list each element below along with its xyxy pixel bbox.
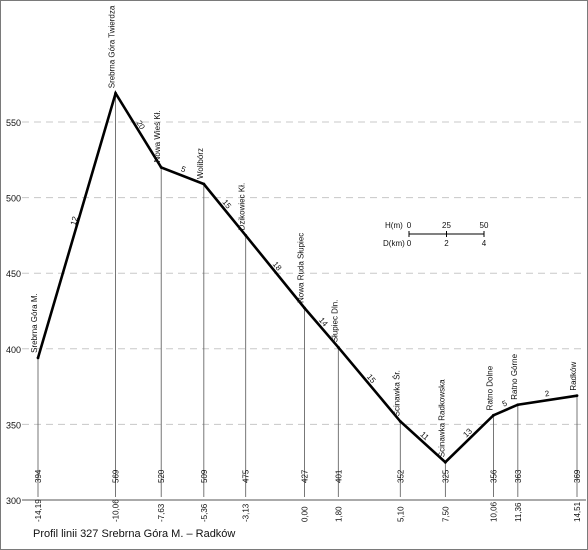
height-label-7: 352 [396, 469, 405, 483]
gradient-label-4: 18 [271, 260, 284, 273]
gradient-label-2: 5 [180, 164, 188, 174]
station-name-labels: Srebrna Góra M. Srebrna Góra Twierdza Nowa… [30, 5, 578, 457]
grid-lines [22, 121, 586, 501]
profile-point-11 [575, 394, 579, 398]
gradient-label-10: 2 [544, 389, 550, 399]
height-label-6: 401 [334, 469, 343, 483]
km-label-10: 11,36 [514, 502, 523, 522]
station-name-2: Nowa Wieś Kł. [153, 110, 162, 162]
station-name-9: Ratno Dolne [485, 365, 494, 410]
km-label-5: 0,00 [300, 506, 309, 522]
height-label-4: 475 [242, 469, 251, 483]
profile-point-1 [114, 91, 117, 95]
height-label-0: 394 [34, 469, 43, 483]
station-name-0: Srebrna Góra M. [30, 293, 39, 353]
scale-d-tick-2: 4 [482, 239, 487, 248]
station-name-3: Wolibórz [196, 148, 205, 179]
profile-point-7 [398, 419, 402, 423]
station-name-6: Słupiec Dln. [330, 300, 339, 343]
station-name-7: Ścinawka Śr. [392, 370, 401, 416]
km-label-2: -7,63 [157, 503, 166, 522]
scale-d-tick-1: 2 [444, 239, 449, 248]
scale-h-tick-0: 0 [407, 221, 412, 230]
height-label-9: 356 [489, 469, 498, 483]
profile-point-10 [516, 403, 520, 407]
profile-point-0 [36, 356, 40, 360]
gradient-label-0: 12 [69, 215, 80, 227]
scale-d-tick-0: 0 [407, 239, 412, 248]
y-axis-ticks: 300 350 400 450 500 550 [6, 118, 21, 506]
scale-h-tick-2: 50 [480, 221, 489, 230]
gradient-label-1: 20 [134, 119, 147, 132]
km-label-4: -3,13 [242, 503, 251, 522]
y-tick-300: 300 [6, 496, 21, 506]
height-label-2: 520 [157, 469, 166, 483]
profile-point-5 [303, 306, 306, 310]
y-tick-550: 550 [6, 118, 21, 128]
profile-point-6 [336, 345, 340, 349]
scale-legend: H(m) D(km)0 0 25 2 50 4 [383, 221, 489, 248]
profile-point-8 [443, 460, 447, 464]
station-name-8: Ścinawka Radkowska [437, 379, 446, 457]
km-label-7: 5,10 [396, 506, 405, 522]
chart-caption: Profil linii 327 Srebrna Góra M. – Radkó… [33, 528, 236, 540]
gradient-label-9: 5 [501, 398, 509, 408]
bottom-value-labels: 394 -14,19 569 -10,06 520 -7,63 509 -5,36 475 -3,… [34, 469, 582, 522]
station-name-10: Ratno Górne [510, 353, 519, 399]
height-label-5: 427 [300, 469, 309, 483]
y-tick-500: 500 [6, 194, 21, 204]
station-name-4: Dzikowiec Kł. [238, 183, 247, 231]
station-drop-lines [37, 93, 578, 497]
scale-h-label: H(m) [385, 221, 403, 230]
scale-h-tick-1: 25 [442, 221, 451, 230]
km-label-3: -5,36 [200, 503, 209, 522]
km-label-9: 10,06 [489, 501, 498, 522]
km-label-6: 1,80 [334, 506, 343, 522]
profile-point-9 [492, 413, 495, 417]
km-label-8: 7,50 [441, 506, 450, 522]
height-label-8: 325 [441, 469, 450, 483]
y-tick-400: 400 [6, 345, 21, 355]
gradient-label-6: 15 [365, 372, 378, 385]
km-label-0: -14,19 [34, 499, 43, 522]
profile-point-3 [202, 182, 206, 186]
station-name-11: Radków [569, 362, 578, 391]
profile-point-2 [159, 165, 163, 169]
height-label-11: 369 [573, 469, 582, 483]
scale-d-label: D(km) [383, 239, 405, 248]
km-label-1: -10,06 [112, 499, 121, 522]
profile-point-4 [244, 234, 248, 237]
height-label-3: 509 [200, 469, 209, 483]
profile-line [36, 90, 578, 464]
y-tick-350: 350 [6, 420, 21, 430]
profile-line-group [36, 90, 579, 464]
gradient-label-3: 15 [220, 198, 233, 211]
km-label-11: 14,51 [573, 501, 582, 522]
station-name-1: Srebrna Góra Twierdza [108, 5, 117, 88]
height-label-1: 569 [112, 469, 121, 483]
height-label-10: 363 [514, 469, 523, 483]
y-tick-450: 450 [6, 269, 21, 279]
station-name-5: Nowa Ruda Słupiec [296, 233, 305, 303]
